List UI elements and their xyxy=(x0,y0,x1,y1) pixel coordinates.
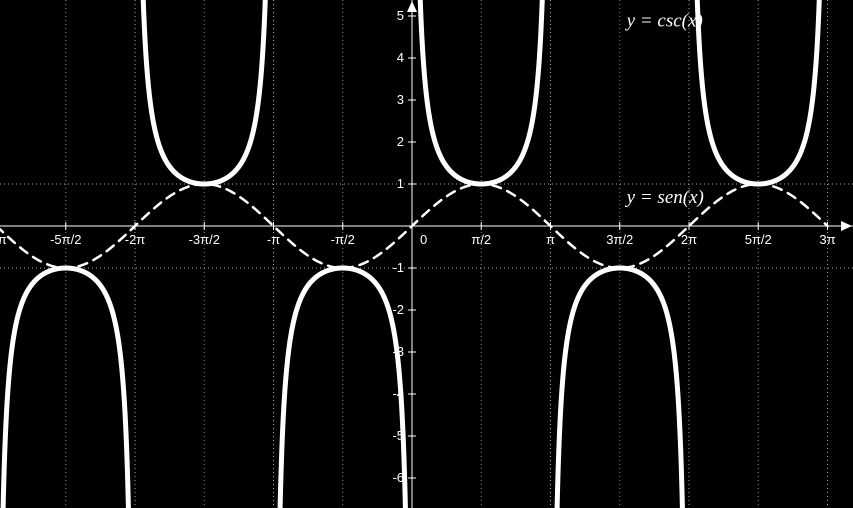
x-tick-label: -3π xyxy=(0,232,7,247)
chart-svg: -3π -5π/2 -2π -3π/2 -π -π/2 0 π/2 π 3π/2 2π 5π/2 3π -… xyxy=(0,0,853,508)
x-tick-label: π/2 xyxy=(471,232,491,247)
x-tick-label: -π/2 xyxy=(331,232,355,247)
sen-label: y = sen(x) xyxy=(625,187,704,208)
y-axis-arrow xyxy=(407,1,417,12)
x-tick-label: 0 xyxy=(420,232,427,247)
y-tick-label: -2 xyxy=(392,302,404,317)
x-tick-label: π xyxy=(546,232,555,247)
csc-sen-chart: -3π -5π/2 -2π -3π/2 -π -π/2 0 π/2 π 3π/2 2π 5π/2 3π -… xyxy=(0,0,853,508)
y-tick-label: -1 xyxy=(392,260,404,275)
x-tick-label: 2π xyxy=(681,232,697,247)
csc-curve xyxy=(0,268,135,508)
x-tick-label: -3π/2 xyxy=(189,232,220,247)
x-tick-label: 3π/2 xyxy=(606,232,633,247)
x-tick-label: 5π/2 xyxy=(745,232,772,247)
y-tick-label: 1 xyxy=(397,176,404,191)
x-tick-label: -2π xyxy=(125,232,146,247)
x-tick-label: -π xyxy=(267,232,280,247)
y-tick-label: 5 xyxy=(397,8,404,23)
x-tick-label: -5π/2 xyxy=(50,232,81,247)
x-axis-arrow xyxy=(841,221,852,231)
y-tick-label: 3 xyxy=(397,92,404,107)
x-tick-label: 3π xyxy=(819,232,835,247)
y-tick-label: 2 xyxy=(397,134,404,149)
y-tick-label: 4 xyxy=(397,50,404,65)
csc-label: y = csc(x) xyxy=(625,11,703,32)
